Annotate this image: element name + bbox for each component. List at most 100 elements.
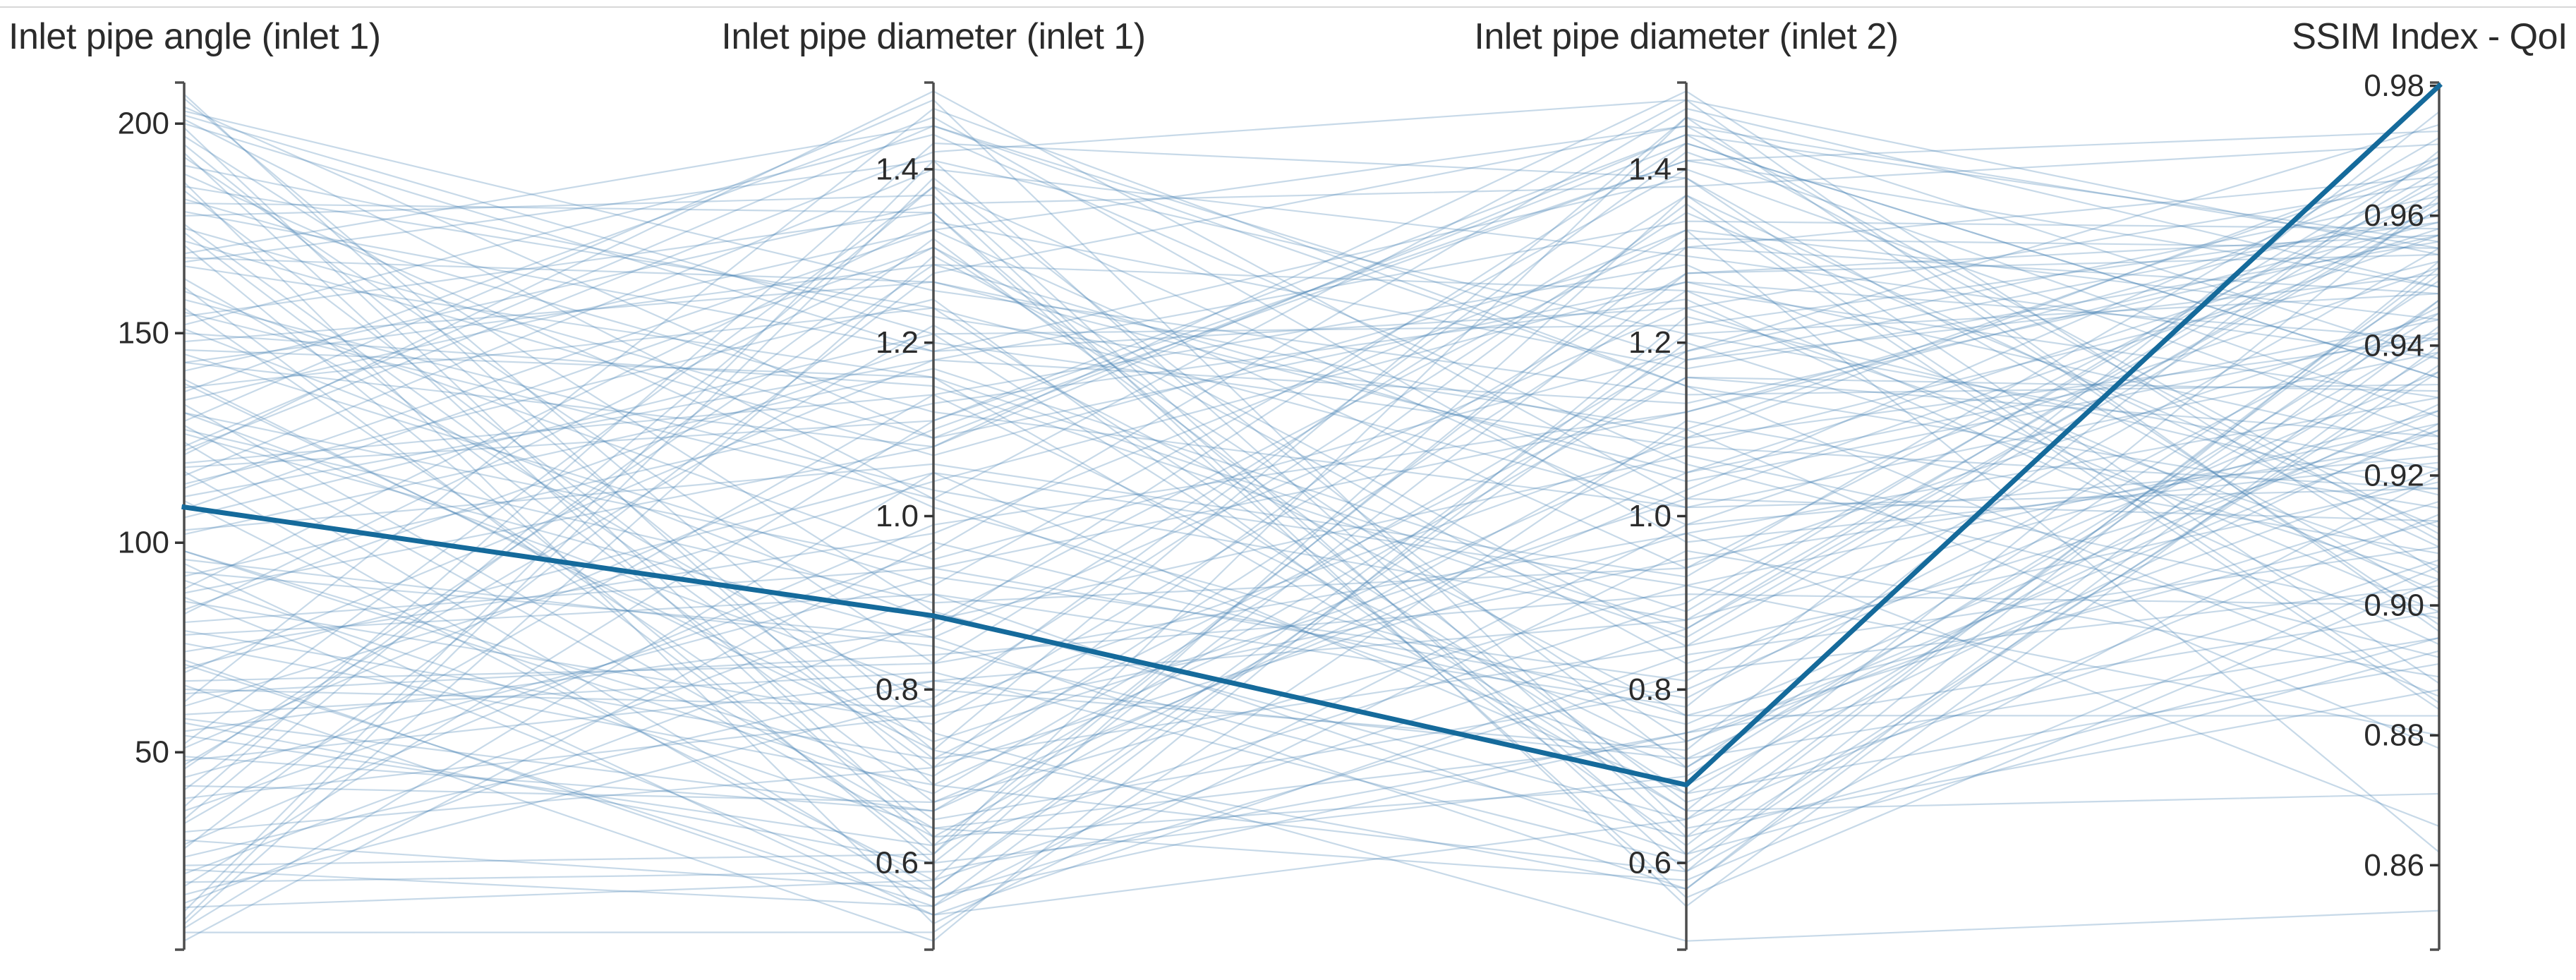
background-line bbox=[183, 263, 2440, 825]
background-line bbox=[183, 351, 2440, 794]
background-line bbox=[183, 163, 2440, 838]
background-line bbox=[183, 198, 2440, 509]
axis-title: Inlet pipe angle (inlet 1) bbox=[8, 16, 381, 57]
background-line bbox=[183, 127, 2440, 838]
background-line bbox=[183, 234, 2440, 674]
background-line bbox=[183, 169, 2440, 847]
background-line bbox=[183, 152, 2440, 847]
background-line bbox=[183, 177, 2440, 921]
background-line bbox=[183, 220, 2440, 590]
background-line bbox=[183, 596, 2440, 899]
background-line bbox=[183, 212, 2440, 899]
background-line bbox=[183, 221, 2440, 845]
axis-inlet-pipe-diameter-1: 1.4 1.2 1.0 0.8 0.6 Inlet pipe diameter (inle… bbox=[721, 16, 1146, 951]
background-line bbox=[183, 212, 2440, 896]
background-line bbox=[183, 186, 2440, 794]
background-line bbox=[183, 173, 2440, 717]
background-line bbox=[183, 156, 2440, 828]
background-line bbox=[183, 221, 2440, 519]
background-line bbox=[183, 177, 2440, 684]
background-line bbox=[183, 135, 2440, 821]
background-line bbox=[183, 223, 2440, 769]
background-line bbox=[183, 255, 2440, 925]
axis-inlet-pipe-diameter-2: 1.4 1.2 1.0 0.8 0.6 Inlet pipe diameter (inle… bbox=[1474, 16, 1899, 951]
tick-label: 0.6 bbox=[1628, 846, 1671, 881]
tick-label: 1.2 bbox=[1628, 325, 1671, 360]
background-line bbox=[183, 142, 2440, 808]
background-line bbox=[183, 159, 2440, 335]
background-line bbox=[183, 315, 2440, 942]
background-line bbox=[183, 333, 2440, 890]
background-line bbox=[183, 214, 2440, 890]
background-line bbox=[183, 500, 2440, 883]
background-line bbox=[183, 341, 2440, 907]
background-line bbox=[183, 194, 2440, 909]
background-line bbox=[183, 593, 2440, 695]
background-line bbox=[183, 133, 2440, 594]
background-line bbox=[183, 151, 2440, 708]
background-line bbox=[183, 164, 2440, 749]
background-line bbox=[183, 119, 2440, 769]
background-line bbox=[183, 338, 2440, 708]
background-line bbox=[183, 137, 2440, 578]
background-line bbox=[183, 130, 2440, 468]
tick-label: 0.98 bbox=[2364, 68, 2424, 103]
background-line bbox=[183, 106, 2440, 439]
background-line bbox=[183, 325, 2440, 766]
background-line bbox=[183, 229, 2440, 653]
background-line bbox=[183, 208, 2440, 647]
background-line bbox=[183, 156, 2440, 612]
background-line bbox=[183, 474, 2440, 873]
background-line bbox=[183, 142, 2440, 732]
background-line bbox=[183, 244, 2440, 864]
background-line bbox=[183, 176, 2440, 456]
background-line bbox=[183, 182, 2440, 639]
background-line bbox=[183, 97, 2440, 942]
axis-title: Inlet pipe diameter (inlet 1) bbox=[721, 16, 1145, 57]
background-line bbox=[183, 125, 2440, 490]
highlighted-line[interactable] bbox=[181, 82, 2443, 787]
tick-label: 0.96 bbox=[2364, 198, 2424, 233]
tick-label: 0.88 bbox=[2364, 718, 2424, 753]
background-line bbox=[183, 194, 2440, 907]
background-line bbox=[183, 176, 2440, 630]
background-line bbox=[183, 273, 2440, 838]
background-line bbox=[183, 133, 2440, 658]
background-line bbox=[183, 114, 2440, 812]
background-line bbox=[183, 306, 2440, 699]
background-line bbox=[183, 423, 2440, 804]
background-line bbox=[183, 404, 2440, 830]
background-line bbox=[183, 125, 2440, 697]
background-line bbox=[183, 238, 2440, 804]
background-line bbox=[183, 442, 2440, 799]
tick-label: 50 bbox=[135, 735, 169, 770]
background-line bbox=[183, 195, 2440, 812]
background-line bbox=[183, 376, 2440, 812]
background-line bbox=[183, 133, 2440, 888]
background-line bbox=[183, 163, 2440, 804]
background-line bbox=[183, 110, 2440, 396]
background-line bbox=[183, 420, 2440, 933]
background-line bbox=[183, 253, 2440, 725]
tick-label: 1.0 bbox=[1628, 499, 1671, 533]
tick-label: 0.6 bbox=[876, 846, 919, 881]
background-line bbox=[183, 116, 2440, 855]
background-line bbox=[183, 202, 2440, 833]
background-line bbox=[183, 159, 2440, 749]
tick-label: 1.2 bbox=[876, 325, 919, 360]
axis-inlet-pipe-angle-1: 200 150 100 50 Inlet pipe angle (inlet 1) bbox=[8, 16, 381, 951]
background-line bbox=[183, 257, 2440, 474]
background-line bbox=[183, 123, 2440, 794]
background-line bbox=[183, 263, 2440, 613]
background-line bbox=[183, 125, 2440, 361]
background-line bbox=[183, 565, 2440, 881]
tick-label: 1.4 bbox=[1628, 152, 1671, 186]
background-line bbox=[183, 471, 2440, 899]
tick-label: 0.8 bbox=[876, 672, 919, 707]
background-line bbox=[183, 220, 2440, 497]
background-line bbox=[183, 143, 2440, 372]
background-line bbox=[183, 364, 2440, 864]
axis-ssim-index-qoi: 0.98 0.96 0.94 0.92 0.90 0.88 0.86 SSIM Index -… bbox=[2292, 16, 2568, 951]
